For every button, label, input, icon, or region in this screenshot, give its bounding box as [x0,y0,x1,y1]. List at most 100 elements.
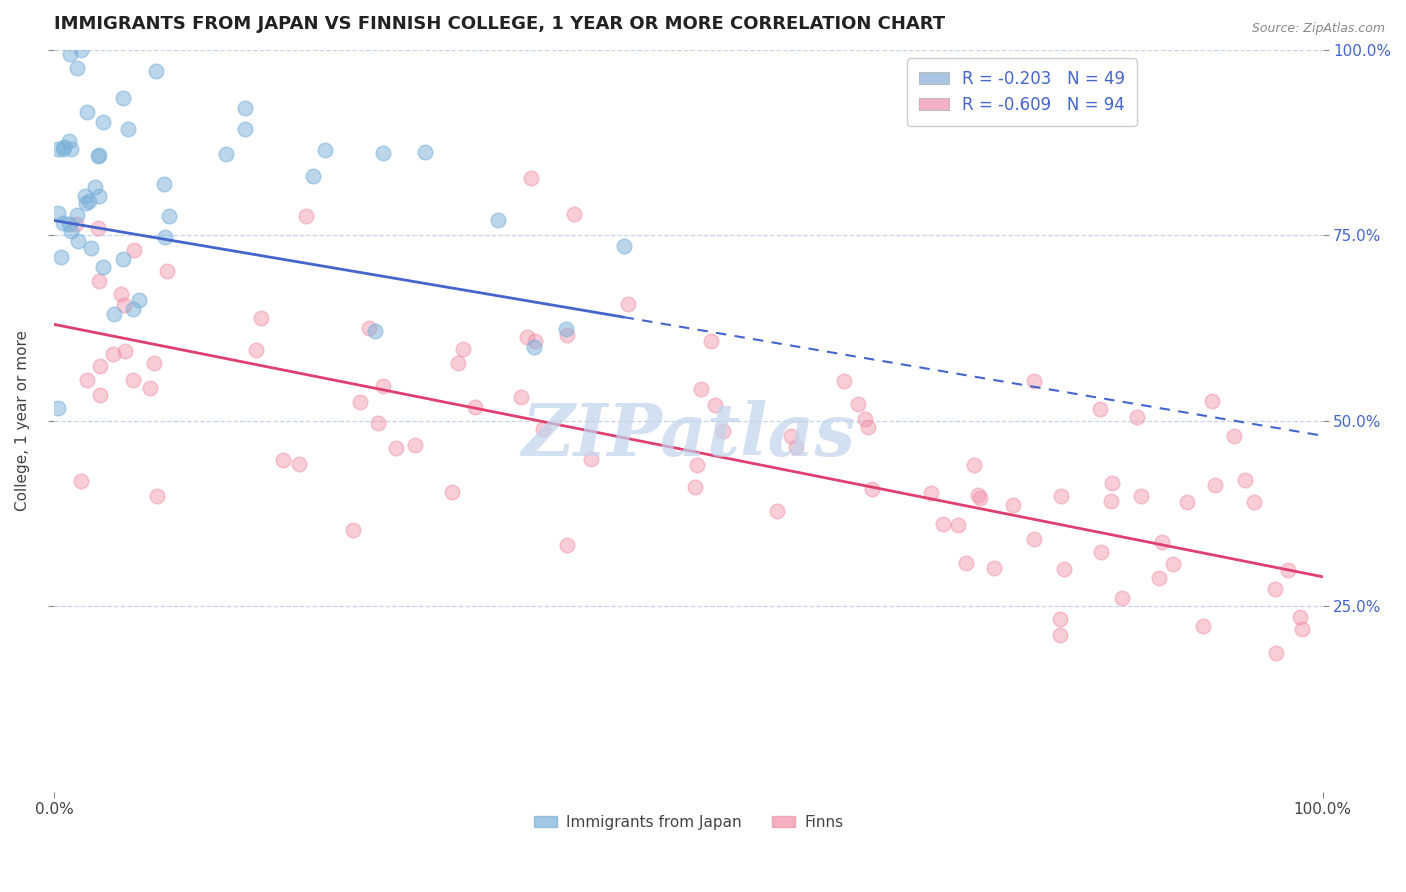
Point [1050,489,1073,503]
Point [689,382,711,396]
Point [59,47,82,62]
Point [1289,610,1312,624]
Point [117,121,139,136]
Point [52,216,75,230]
Point [233,122,256,136]
Point [1129,490,1152,504]
Point [60,224,83,238]
Point [1090,545,1112,559]
Point [65,217,87,231]
Point [77,194,100,208]
Point [146,489,169,503]
Point [579,451,602,466]
Point [385,441,408,455]
Point [966,488,988,502]
Point [89,388,111,402]
Point [111,252,134,266]
Point [80,241,103,255]
Y-axis label: College, 1 year or more: College, 1 year or more [15,330,30,511]
Point [704,398,727,412]
Point [91,260,114,274]
Point [287,457,309,471]
Point [349,395,371,409]
Point [853,412,876,426]
Point [87,148,110,162]
Point [46,401,69,415]
Point [153,230,176,244]
Point [73,189,96,203]
Point [110,286,132,301]
Point [342,523,364,537]
Point [357,320,380,334]
Point [1022,532,1045,546]
Point [83,180,105,194]
Point [780,428,803,442]
Point [49,250,72,264]
Point [1201,393,1223,408]
Point [1175,495,1198,509]
Point [834,374,856,388]
Point [143,356,166,370]
Point [139,381,162,395]
Point [58,217,80,231]
Point [415,145,437,160]
Point [153,177,176,191]
Point [509,390,531,404]
Point [447,356,470,370]
Point [1002,499,1025,513]
Point [1101,475,1123,490]
Point [66,208,89,222]
Point [699,334,721,349]
Point [523,334,546,349]
Point [1264,582,1286,596]
Point [60,142,83,156]
Point [271,452,294,467]
Point [1152,534,1174,549]
Point [46,142,69,156]
Point [46,206,69,220]
Point [1234,474,1257,488]
Legend: Immigrants from Japan, Finns: Immigrants from Japan, Finns [527,809,849,837]
Point [250,311,273,326]
Text: IMMIGRANTS FROM JAPAN VS FINNISH COLLEGE, 1 YEAR OR MORE CORRELATION CHART: IMMIGRANTS FROM JAPAN VS FINNISH COLLEGE… [55,15,945,33]
Point [464,400,486,414]
Point [245,343,267,357]
Point [367,417,389,431]
Point [371,379,394,393]
Point [1049,628,1071,642]
Point [1099,494,1122,508]
Point [531,421,554,435]
Point [983,560,1005,574]
Point [1204,478,1226,492]
Point [145,63,167,78]
Point [122,302,145,317]
Point [122,243,145,257]
Point [858,420,880,434]
Point [1022,374,1045,388]
Point [1291,622,1313,636]
Point [1053,562,1076,576]
Point [562,207,585,221]
Point [1277,562,1299,576]
Point [122,373,145,387]
Point [920,486,942,500]
Point [955,556,977,570]
Point [233,102,256,116]
Point [860,483,883,497]
Point [523,340,546,354]
Point [70,43,93,57]
Point [103,347,125,361]
Point [686,458,709,472]
Point [128,293,150,307]
Point [156,263,179,277]
Point [555,322,578,336]
Point [111,91,134,105]
Point [364,324,387,338]
Point [1243,495,1265,509]
Point [846,396,869,410]
Point [404,438,426,452]
Point [52,142,75,156]
Point [75,195,97,210]
Point [617,296,640,310]
Point [1264,646,1286,660]
